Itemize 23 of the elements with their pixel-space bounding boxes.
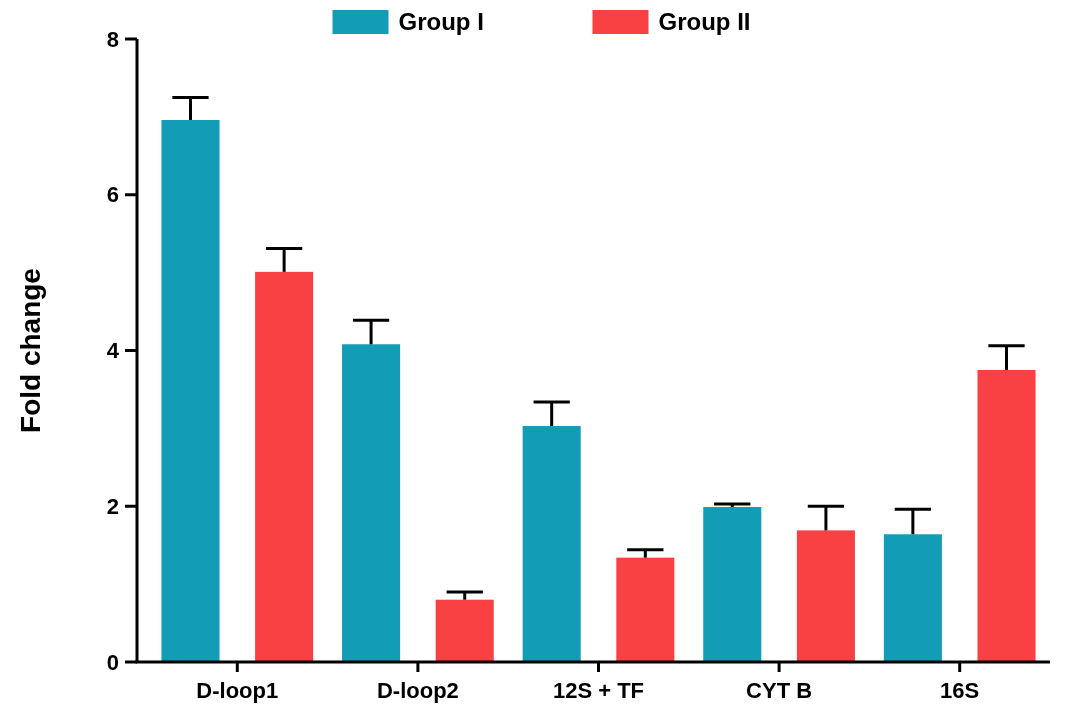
legend-label: Group I: [398, 8, 484, 36]
bar: [255, 271, 314, 662]
bar: [161, 119, 220, 662]
y-tick-label: 4: [106, 338, 120, 364]
bar: [522, 426, 581, 662]
y-tick-label: 0: [106, 649, 119, 675]
y-tick-label: 2: [106, 493, 119, 519]
bar: [796, 530, 855, 662]
bar: [883, 534, 942, 662]
x-tick-label: D-loop2: [376, 678, 459, 703]
x-tick-label: CYT B: [746, 678, 813, 703]
x-tick-label: D-loop1: [196, 678, 279, 703]
y-tick-label: 6: [106, 182, 119, 208]
y-tick-label: 8: [106, 26, 119, 52]
bar: [616, 557, 675, 662]
bar: [977, 369, 1036, 662]
bar: [703, 507, 762, 662]
bar: [435, 599, 494, 662]
x-tick-label: 12S + TF: [552, 678, 645, 703]
y-axis-title: Fold change: [15, 268, 46, 433]
legend-label: Group II: [658, 8, 751, 36]
bar: [342, 344, 401, 662]
x-tick-label: 16S: [940, 678, 980, 703]
